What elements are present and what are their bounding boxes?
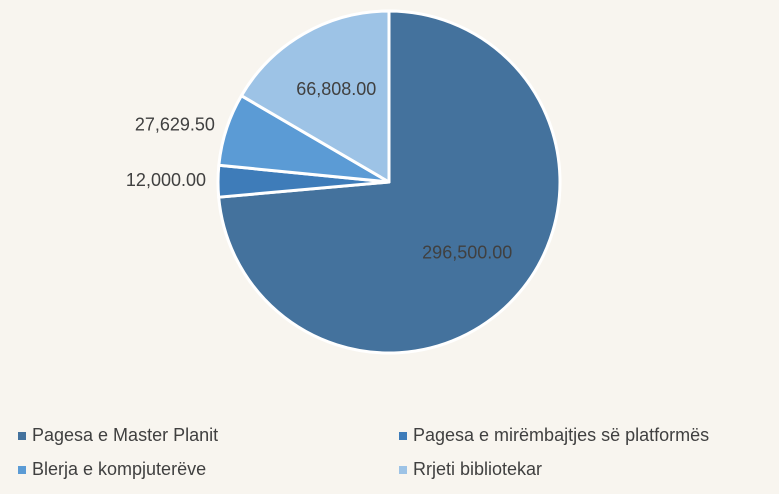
legend-label: Pagesa e Master Planit [32, 425, 218, 445]
legend-swatch [399, 466, 407, 474]
data-label: 27,629.50 [135, 114, 215, 134]
pie-slice [239, 9, 391, 184]
data-label: 296,500.00 [422, 242, 512, 262]
legend-swatch [18, 432, 26, 440]
data-label: 12,000.00 [126, 170, 206, 190]
legend-label: Pagesa e mirëmbajtjes së platformës [413, 425, 709, 445]
data-label: 66,808.00 [296, 79, 376, 99]
legend-swatch [18, 466, 26, 474]
legend-label: Rrjeti bibliotekar [413, 459, 542, 479]
legend-label: Blerja e kompjuterëve [32, 459, 206, 479]
legend-swatch [399, 432, 407, 440]
